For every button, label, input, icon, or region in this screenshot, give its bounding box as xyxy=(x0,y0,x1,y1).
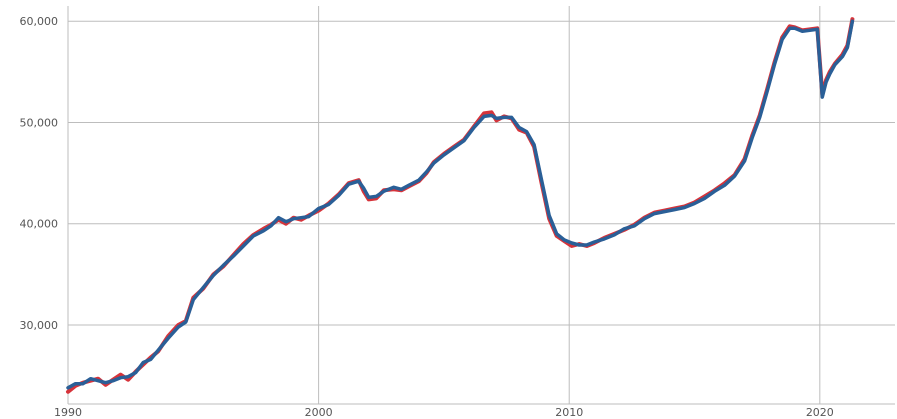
grid-lines xyxy=(68,6,895,404)
y-tick-label: 30,000 xyxy=(20,319,59,332)
tick-labels: 30,000 40,000 50,000 60,000 1990 2000 2010 2020 xyxy=(20,15,834,419)
x-tick-label: 1990 xyxy=(54,406,82,419)
x-tick-label: 2010 xyxy=(555,406,583,419)
x-tick-label: 2000 xyxy=(305,406,333,419)
series-lines xyxy=(68,19,852,392)
y-tick-label: 50,000 xyxy=(20,116,59,129)
series-line-1 xyxy=(68,19,852,392)
y-tick-label: 40,000 xyxy=(20,218,59,231)
y-tick-label: 60,000 xyxy=(20,15,59,28)
x-tick-label: 2020 xyxy=(806,406,834,419)
series-line-2 xyxy=(68,21,852,388)
